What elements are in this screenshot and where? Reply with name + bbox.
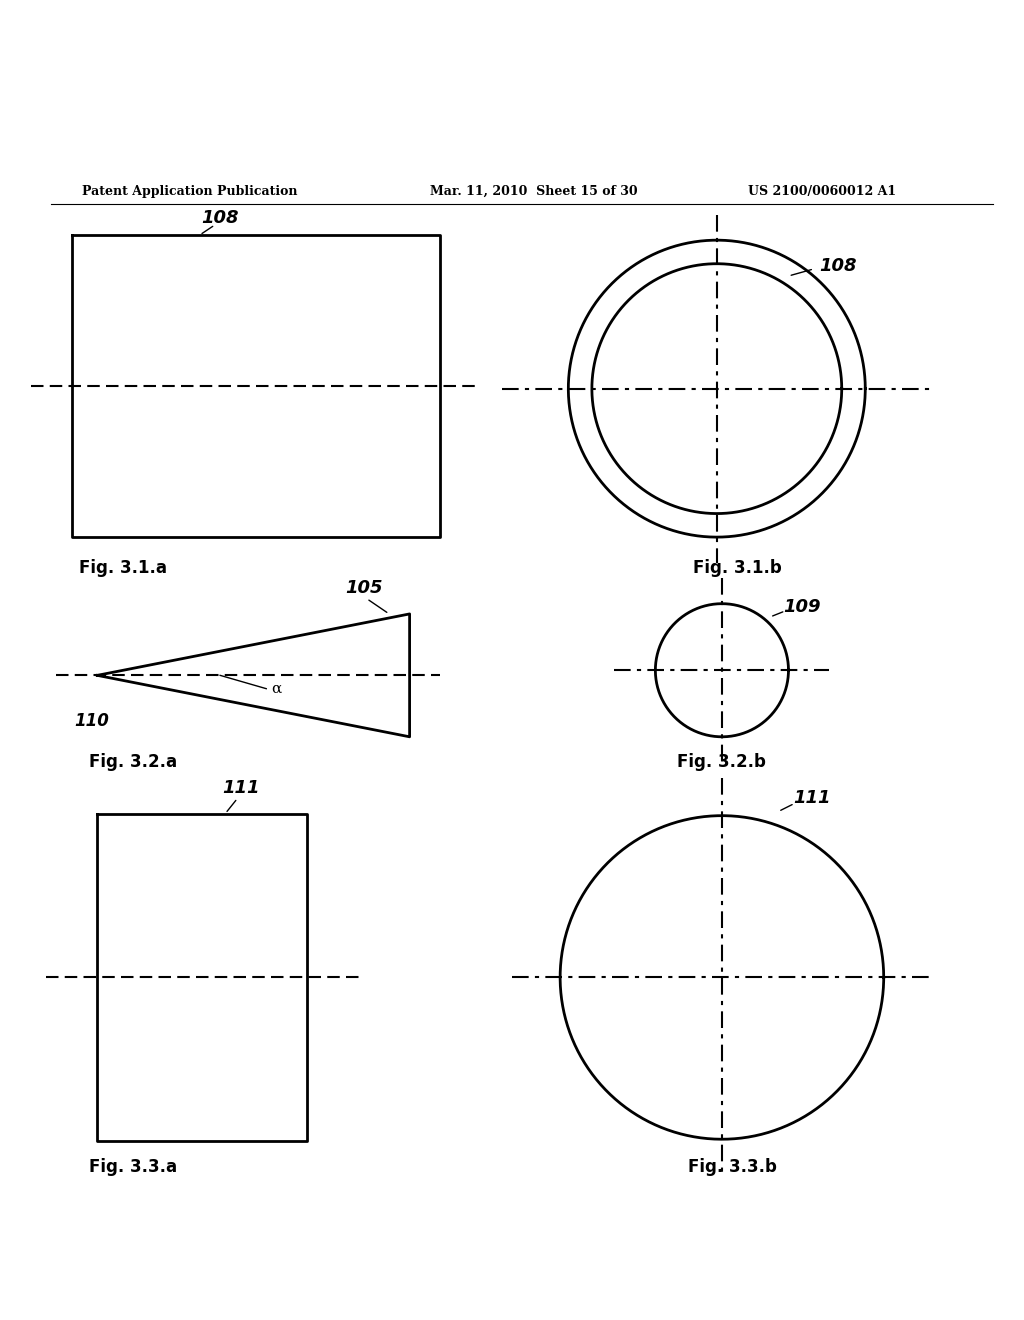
Text: Fig. 3.3.a: Fig. 3.3.a — [89, 1158, 177, 1176]
Text: Fig. 3.2.b: Fig. 3.2.b — [678, 754, 766, 771]
Text: Fig. 3.3.b: Fig. 3.3.b — [688, 1158, 776, 1176]
Text: 109: 109 — [783, 598, 821, 615]
Text: 110: 110 — [75, 713, 110, 730]
Text: US 2100/0060012 A1: US 2100/0060012 A1 — [748, 185, 896, 198]
Text: 111: 111 — [794, 789, 831, 808]
Text: 111: 111 — [222, 779, 259, 797]
Text: 105: 105 — [345, 579, 382, 598]
Text: 108: 108 — [202, 209, 239, 227]
Text: α: α — [271, 681, 282, 696]
Text: Fig. 3.2.a: Fig. 3.2.a — [89, 754, 177, 771]
Text: 108: 108 — [819, 257, 857, 275]
Text: Patent Application Publication: Patent Application Publication — [82, 185, 297, 198]
Text: Mar. 11, 2010  Sheet 15 of 30: Mar. 11, 2010 Sheet 15 of 30 — [430, 185, 638, 198]
Text: Fig. 3.1.b: Fig. 3.1.b — [693, 558, 781, 577]
Text: Fig. 3.1.a: Fig. 3.1.a — [79, 558, 167, 577]
